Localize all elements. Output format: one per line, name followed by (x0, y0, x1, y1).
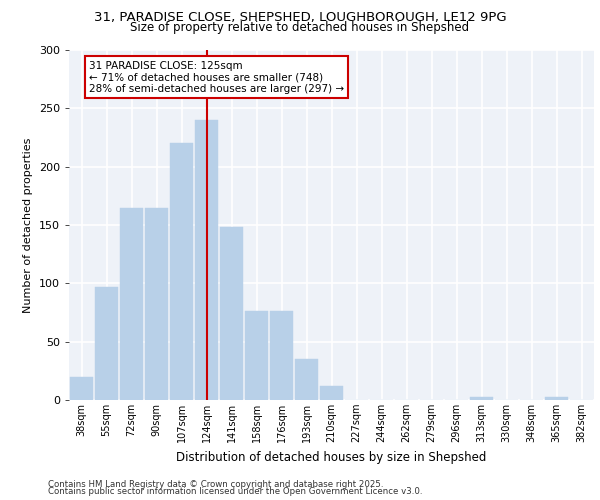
Text: Contains HM Land Registry data © Crown copyright and database right 2025.: Contains HM Land Registry data © Crown c… (48, 480, 383, 489)
Bar (470, 396, 493, 400)
Bar (295, 359, 319, 400)
Text: 31, PARADISE CLOSE, SHEPSHED, LOUGHBOROUGH, LE12 9PG: 31, PARADISE CLOSE, SHEPSHED, LOUGHBOROU… (94, 11, 506, 24)
Bar (545, 396, 568, 400)
Bar (170, 144, 193, 400)
Bar (245, 312, 268, 400)
Text: Size of property relative to detached houses in Shepshed: Size of property relative to detached ho… (130, 21, 470, 34)
Bar (145, 208, 169, 400)
Bar (194, 120, 218, 400)
Bar (269, 312, 293, 400)
Bar (95, 287, 118, 400)
X-axis label: Distribution of detached houses by size in Shepshed: Distribution of detached houses by size … (176, 450, 487, 464)
Bar (119, 208, 143, 400)
Y-axis label: Number of detached properties: Number of detached properties (23, 138, 33, 312)
Bar (320, 386, 343, 400)
Bar (70, 376, 94, 400)
Bar (220, 228, 244, 400)
Text: Contains public sector information licensed under the Open Government Licence v3: Contains public sector information licen… (48, 487, 422, 496)
Text: 31 PARADISE CLOSE: 125sqm
← 71% of detached houses are smaller (748)
28% of semi: 31 PARADISE CLOSE: 125sqm ← 71% of detac… (89, 60, 344, 94)
